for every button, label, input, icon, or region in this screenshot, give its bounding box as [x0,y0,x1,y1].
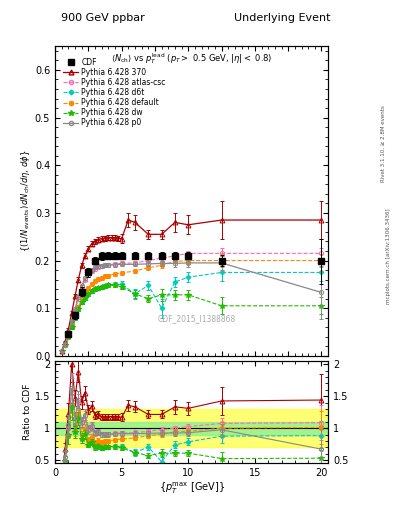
Text: 900 GeV ppbar: 900 GeV ppbar [61,13,145,23]
Y-axis label: $\{(1/N_\mathrm{events})\, dN_\mathrm{ch}/d\eta,\, d\phi\}$: $\{(1/N_\mathrm{events})\, dN_\mathrm{ch… [19,150,32,252]
Legend: CDF, Pythia 6.428 370, Pythia 6.428 atlas-csc, Pythia 6.428 d6t, Pythia 6.428 de: CDF, Pythia 6.428 370, Pythia 6.428 atla… [62,56,167,129]
Text: Rivet 3.1.10, ≥ 2.8M events: Rivet 3.1.10, ≥ 2.8M events [381,105,386,182]
Text: CDF_2015_I1388868: CDF_2015_I1388868 [158,314,236,323]
Bar [55,422,328,435]
Y-axis label: Ratio to CDF: Ratio to CDF [23,384,32,440]
Text: $\langle N_\mathrm{ch}\rangle$ vs $p_T^\mathrm{lead}$ ($p_T >$ 0.5 GeV, $|\eta| : $\langle N_\mathrm{ch}\rangle$ vs $p_T^\… [111,51,272,66]
Text: Underlying Event: Underlying Event [233,13,330,23]
Bar [55,409,328,447]
Text: mcplots.cern.ch [arXiv:1306.3436]: mcplots.cern.ch [arXiv:1306.3436] [386,208,391,304]
X-axis label: $\{p_T^\mathrm{max}\ [\mathrm{GeV}]\}$: $\{p_T^\mathrm{max}\ [\mathrm{GeV}]\}$ [158,481,225,497]
